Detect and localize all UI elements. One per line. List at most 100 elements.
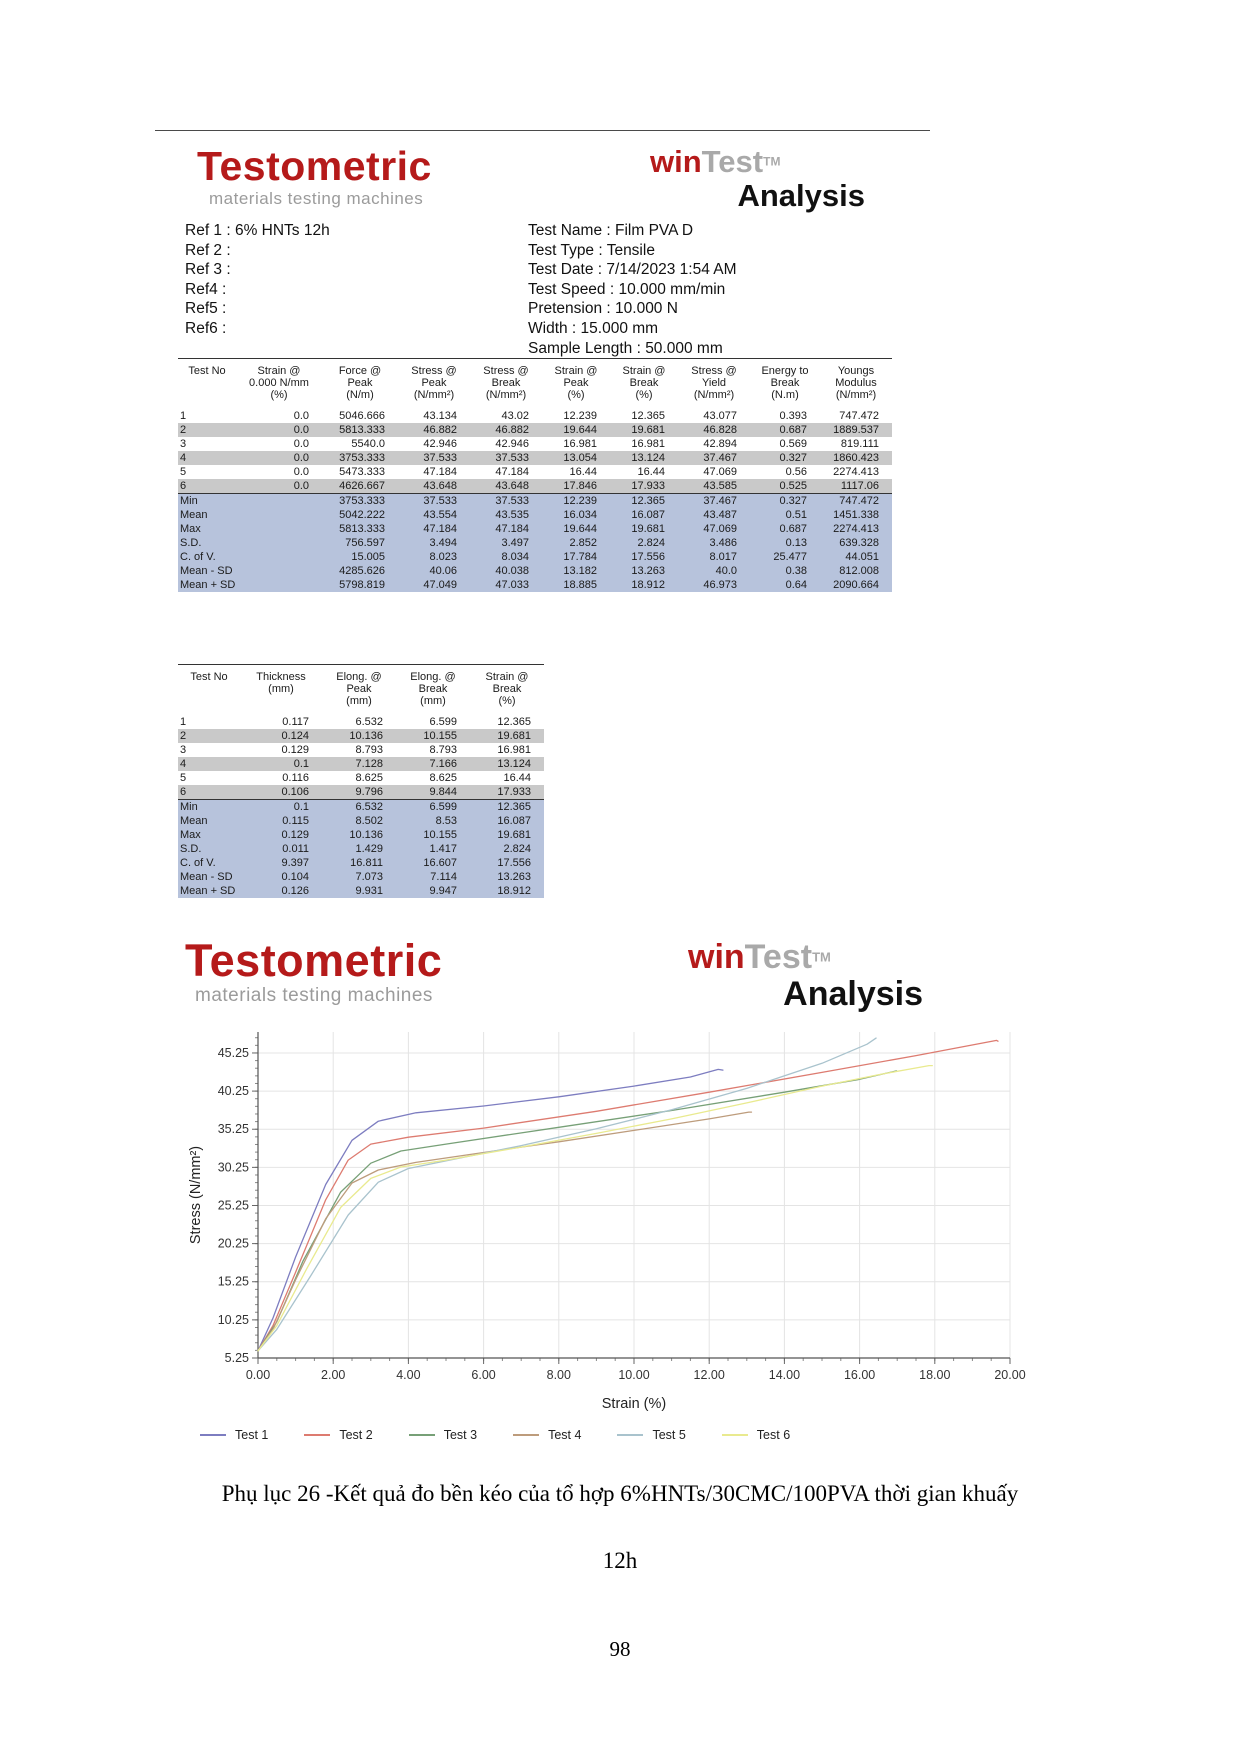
table-cell: 7.114 (396, 870, 470, 884)
table-cell: 747.472 (820, 493, 892, 508)
legend-item: Test 1 (200, 1428, 268, 1442)
legend-label: Test 5 (652, 1428, 686, 1442)
figure-caption-line2: 12h (602, 1548, 638, 1573)
table-cell: 12.239 (542, 493, 610, 508)
table-cell: 0.0 (293, 466, 309, 478)
table-cell: 0.011 (240, 842, 322, 856)
table-cell: 2090.664 (820, 578, 892, 592)
table-cell: 5046.666 (339, 410, 385, 422)
table-cell: 43.134 (423, 410, 457, 422)
table-cell: 16.44 (637, 466, 665, 478)
table-cell: 0.13 (750, 536, 820, 550)
row-label: Mean (178, 508, 236, 522)
column-header: Youngs Modulus (N/mm²) (820, 358, 892, 409)
reference-line: Ref5 : (185, 300, 227, 318)
column-header: Elong. @ Break (mm) (396, 664, 470, 715)
testometric-logo-text: Testometric (197, 143, 432, 189)
table-row: 5 0.0 5473.333 47.184 47.184 16.44 16.44 47.069… (178, 465, 892, 479)
row-label: Max (178, 828, 240, 842)
table-row: 6 0.106 9.796 9.844 17.933 (178, 785, 544, 800)
table-cell: 0.104 (240, 870, 322, 884)
table-cell: 1117.06 (820, 479, 892, 494)
table-cell: 3753.333 (322, 493, 398, 508)
table-cell: 47.184 (470, 522, 542, 536)
legend-line-swatch (408, 1434, 435, 1436)
table-row: S.D. 0.011 1.429 1.417 2.824 (178, 842, 544, 856)
table-cell: 37.533 (398, 451, 470, 465)
table-cell: 6.599 (396, 799, 470, 814)
table-cell: 17.846 (542, 479, 610, 494)
table-cell: 43.487 (678, 508, 750, 522)
table-cell: 19.644 (542, 423, 610, 437)
wintest-logo-line1: winTestTM (688, 940, 923, 974)
table-cell: 3753.333 (322, 451, 398, 465)
figure-caption-line1: Phụ lục 26 -Kết quả đo bền kéo của tổ hợ… (221, 1481, 1019, 1506)
table-cell: 812.008 (820, 564, 892, 578)
table-cell: 46.882 (398, 423, 470, 437)
table-cell: 44.051 (820, 550, 892, 564)
svg-text:5.25: 5.25 (225, 1351, 249, 1365)
test-info-line: Test Speed : 10.000 mm/min (528, 280, 726, 298)
column-header: Strain @ Break (%) (610, 358, 678, 409)
legend-label: Test 6 (756, 1428, 791, 1442)
results-table-primary: Test No Strain @ 0.000 N/mm (%) Force @ Pe… (178, 358, 892, 592)
table-cell: 8.793 (429, 744, 457, 756)
table-cell: 6.532 (322, 799, 396, 814)
wintest-win: win (650, 144, 702, 179)
table-row: Max 5813.333 47.184 47.184 19.644 19.681 47.06… (178, 522, 892, 536)
table-header-row: Test No Thickness (mm) Elong. @ Peak (mm) E… (178, 664, 544, 715)
svg-text:12.00: 12.00 (694, 1368, 725, 1382)
table-cell: 6.599 (429, 716, 457, 728)
table-cell: 2274.413 (833, 466, 879, 478)
table-cell: 42.946 (423, 438, 457, 450)
table-cell: 8.034 (470, 550, 542, 564)
table-row: 2 0.0 5813.333 46.882 46.882 19.644 19.681 46.8… (178, 423, 892, 437)
row-label: 5 (180, 772, 187, 784)
legend-item: Test 5 (617, 1428, 686, 1442)
table-cell (236, 536, 322, 550)
table-cell: 16.034 (542, 508, 610, 522)
table-cell: 47.069 (678, 522, 750, 536)
table-cell: 7.073 (322, 870, 396, 884)
table-cell: 16.087 (470, 814, 544, 828)
table-cell: 0.569 (779, 438, 807, 450)
table-cell: 17.933 (610, 479, 678, 494)
table-cell: 7.128 (322, 757, 396, 771)
table-row: Min 3753.333 37.533 37.533 12.239 12.365 37.46… (178, 493, 892, 508)
table-cell: 19.681 (470, 729, 544, 743)
table-cell: 9.947 (396, 884, 470, 898)
table-cell: 13.182 (542, 564, 610, 578)
table-cell: 0.327 (750, 451, 820, 465)
top-divider (155, 130, 930, 131)
legend-item: Test 4 (513, 1428, 581, 1442)
table-cell: 2.824 (470, 842, 544, 856)
table-cell (236, 550, 322, 564)
table-cell: 16.981 (497, 744, 531, 756)
row-label: 4 (178, 451, 236, 465)
table-cell: 13.054 (542, 451, 610, 465)
table-cell: 42.894 (703, 438, 737, 450)
table-cell: 43.077 (703, 410, 737, 422)
table-cell: 0.106 (240, 785, 322, 800)
table-cell: 43.648 (398, 479, 470, 494)
legend-line-swatch (200, 1434, 226, 1436)
table-cell: 0.116 (282, 772, 309, 784)
legend-label: Test 1 (235, 1428, 269, 1442)
test-info-line: Sample Length : 50.000 mm (528, 339, 723, 357)
table-cell: 639.328 (820, 536, 892, 550)
svg-text:15.25: 15.25 (218, 1275, 249, 1289)
table-cell: 1.429 (322, 842, 396, 856)
row-label: Max (178, 522, 236, 536)
table-cell: 37.533 (470, 451, 542, 465)
page-number: 98 (609, 1637, 631, 1661)
row-label: C. of V. (178, 856, 240, 870)
table-cell: 13.124 (610, 451, 678, 465)
table-cell (236, 522, 322, 536)
table-cell: 0.0 (236, 479, 322, 494)
svg-text:Stress (N/mm²): Stress (N/mm²) (188, 1146, 204, 1244)
table-row: Mean + SD 0.126 9.931 9.947 18.912 (178, 884, 544, 898)
table-cell: 9.931 (322, 884, 396, 898)
table-cell: 8.502 (322, 814, 396, 828)
table-row: 3 0.0 5540.0 42.946 42.946 16.981 16.981 42.894… (178, 437, 892, 451)
table-cell: 0.117 (282, 716, 309, 728)
